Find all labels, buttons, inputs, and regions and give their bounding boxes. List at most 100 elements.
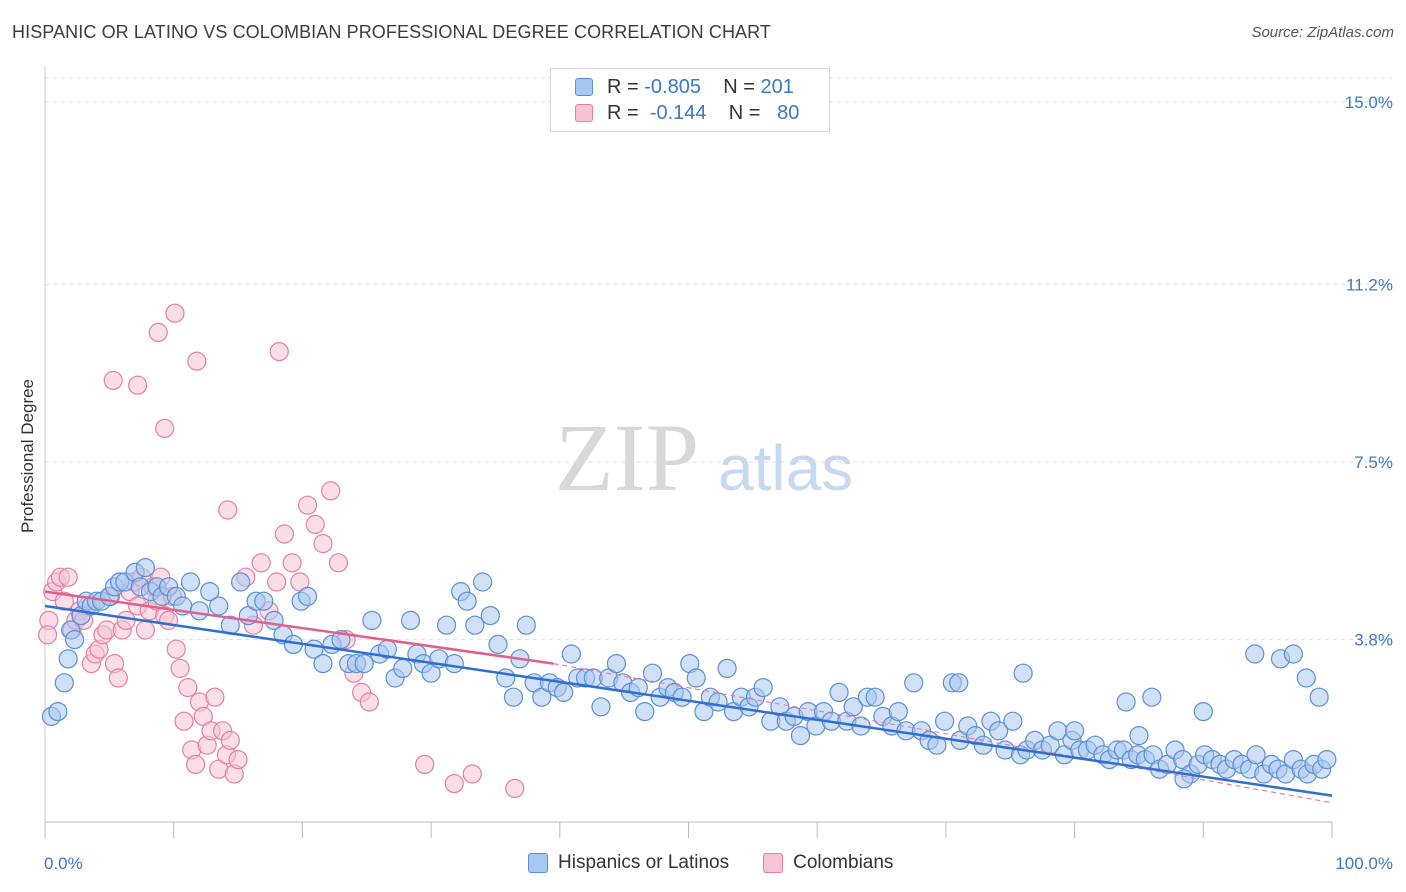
hispanics-point [1142, 687, 1162, 707]
hispanics-point [591, 697, 611, 717]
colombians-point [218, 500, 238, 520]
colombians-point [462, 764, 482, 784]
hispanics-point [1064, 721, 1085, 741]
hispanics-point [362, 610, 382, 631]
x-tick-label-0: 0.0% [44, 854, 83, 873]
legend-item-colombians: Colombians [763, 852, 893, 874]
colombians-point [166, 639, 186, 659]
legend-r-value: -0.805 [644, 75, 701, 98]
colombians-point [187, 351, 207, 371]
colombians-point [267, 572, 287, 592]
trend-lines [44, 590, 1333, 804]
y-tick-label-0: 3.8% [1354, 631, 1393, 650]
colombians-point [185, 754, 206, 775]
hispanics-point [1013, 663, 1033, 683]
legend-swatch-colombians [763, 853, 784, 873]
hispanics-point [465, 615, 485, 635]
hispanics-point [393, 658, 413, 679]
legend-n-value: 201 [760, 75, 794, 98]
colombians-point [274, 524, 294, 544]
x-tick-label-1: 100.0% [1335, 854, 1393, 873]
hispanics-point [457, 591, 477, 611]
legend-label-hispanics: Hispanics or Latinos [558, 852, 730, 873]
hispanics-point [1283, 644, 1303, 664]
hispanics-point [904, 673, 924, 693]
hispanics-point [200, 581, 220, 602]
hispanics-point [606, 653, 627, 674]
hispanics-point [444, 653, 464, 674]
watermark: ZIP atlas [555, 404, 853, 511]
hispanics-point [989, 721, 1009, 741]
colombians-point [305, 514, 325, 535]
hispanics-point [865, 687, 885, 707]
watermark-atlas: atlas [718, 432, 853, 504]
colombians-point [128, 375, 148, 395]
colombians-point [228, 749, 248, 770]
hispanics-point [829, 682, 849, 703]
hispanics-point [642, 663, 663, 683]
hispanics-point [717, 658, 737, 679]
legend-item-hispanics: Hispanics or Latinos [528, 852, 729, 874]
tick-labels: 3.8% 7.5% 11.2% 15.0% 0.0% 100.0% [44, 93, 1393, 873]
hispanics-point [48, 701, 68, 722]
y-tick-label-1: 7.5% [1354, 453, 1393, 472]
hispanics-point [231, 572, 251, 592]
hispanics-point [1309, 687, 1329, 707]
hispanics-point [686, 668, 706, 688]
colombians-point [174, 711, 194, 731]
hispanics-point [708, 692, 728, 712]
hispanics-point [635, 701, 655, 722]
hispanics-point [1296, 668, 1316, 688]
legend-row-hispanics: R = -0.805 N = 201 [575, 75, 794, 99]
colombians-point [505, 778, 525, 799]
colombians-point [269, 342, 289, 362]
colombians-point [54, 591, 74, 611]
legend-r-value: -0.144 [649, 101, 707, 124]
legend-n-label: N = [728, 101, 761, 124]
hispanics-point [561, 644, 581, 664]
hispanics-point [1245, 644, 1265, 664]
chart-title: HISPANIC OR LATINO VS COLOMBIAN PROFESSI… [12, 22, 772, 42]
colombians-point [205, 687, 225, 707]
colombians-point [313, 533, 333, 554]
y-tick-label-2: 11.2% [1346, 275, 1393, 294]
hispanics-point [135, 557, 155, 578]
colombians-point [135, 620, 155, 640]
hispanics-point [400, 610, 421, 631]
hispanics-point [949, 673, 969, 693]
source-credit: Source: ZipAtlas.com [1251, 24, 1394, 41]
colombians-point [170, 658, 190, 679]
legend-n-value: 80 [777, 101, 800, 124]
colombians-point [359, 692, 379, 712]
colombians-point [165, 303, 185, 323]
hispanics-point [254, 591, 274, 611]
colombians-trend-extension [553, 663, 1333, 804]
colombians-point [116, 610, 136, 631]
hispanics-point [1246, 745, 1266, 765]
colombians-point [328, 553, 349, 573]
hispanics-point [672, 687, 692, 707]
legend-r-label: R = [607, 101, 639, 124]
hispanics-point [313, 653, 333, 674]
legend-swatch-colombians [575, 104, 593, 122]
hispanics-point [58, 649, 78, 669]
colombians-point [282, 553, 302, 573]
colombians-point [220, 730, 240, 751]
hispanics-point [54, 673, 74, 693]
hispanics-point [180, 572, 201, 592]
legend-r-label: R = [607, 75, 639, 98]
colombians-point [158, 610, 179, 631]
legend-stats: R = -0.805 N = 201 R = -0.144 N = 80 [550, 68, 830, 132]
hispanics-trend-line [44, 604, 1333, 797]
hispanics-point [436, 615, 457, 635]
hispanics-point [189, 601, 210, 621]
hispanics-point [503, 687, 524, 707]
colombians-point [178, 677, 198, 698]
gridlines [45, 77, 1392, 641]
legend-label-colombians: Colombians [793, 852, 894, 873]
watermark-zip: ZIP [555, 404, 699, 511]
hispanics-point [480, 605, 500, 626]
y-tick-label-3: 15.0% [1345, 93, 1393, 112]
colombians-trend-line [44, 590, 554, 665]
colombians-point [415, 754, 435, 775]
